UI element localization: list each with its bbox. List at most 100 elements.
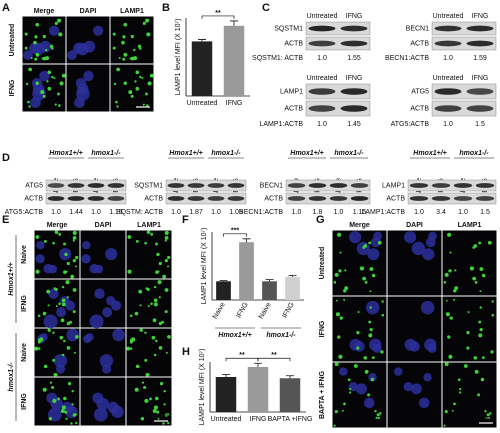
lamp1-signal [142,21,146,26]
nucleus [107,401,119,414]
lamp1-signal [145,92,148,96]
nucleus [404,231,417,244]
lamp1-signal [58,302,61,306]
lamp1-signal [158,346,163,350]
lamp1-signal [65,270,68,273]
lamp1-signal [150,232,154,236]
x-tick-label: Untreated [187,100,218,107]
blot-band [308,196,327,201]
genotype-label: Hmox1+/+ [290,150,323,157]
blot-strip [165,192,247,205]
ratio-label: BECN1:ACTB [385,55,429,62]
blot-band [227,196,245,201]
nucleus [39,70,50,82]
x-tick-label: Untreated [211,416,242,423]
nucleus [53,354,68,368]
lamp1-signal [59,335,64,340]
panel-letter: G [316,214,325,226]
panel-letter: H [182,346,190,358]
micrograph [126,328,172,377]
lamp1-signal [453,402,456,406]
ratio-value: 1.0 [51,209,61,216]
lamp1-signal [35,22,40,27]
bar [191,41,213,96]
bar [279,378,301,412]
lamp1-signal [42,387,47,392]
micrograph [126,279,172,328]
lamp1-signal [381,313,385,317]
blot-band [167,183,185,188]
lamp1-signal [449,316,453,320]
blot-band [67,183,85,188]
lamp1-signal [141,381,145,384]
lamp1-signal [473,356,478,360]
row-label: IFNG [9,79,16,96]
lamp1-signal [43,364,48,369]
lamp1-signal [157,270,160,273]
lamp1-signal [472,276,477,281]
lamp1-signal [61,285,65,289]
blot-band [308,88,336,95]
bar [285,276,300,300]
blot-strip [285,179,371,192]
lamp1-signal [140,417,145,421]
lamp1-signal [58,232,62,236]
lamp1-signal [447,232,452,237]
lamp1-signal [52,358,56,362]
lamp1-signal [66,346,71,350]
nucleus [423,373,432,382]
lamp1-signal [134,311,139,316]
x-tick-label: Naive [258,301,273,320]
lamp1-signal [165,351,168,354]
row-label: Naive [21,245,28,264]
lamp1-signal [70,274,75,279]
nucleus [372,343,382,353]
significance-label: ** [239,352,245,359]
lamp1-signal [164,288,169,292]
blot-strip [431,83,497,100]
lamp1-signal [71,389,74,393]
row-label: IFNG [21,393,28,410]
micrograph [34,230,80,279]
lamp1-signal [141,77,144,80]
nucleus [83,40,96,53]
row-label: IFNG [21,295,28,312]
lamp1-signal [349,387,352,391]
lamp1-signal [42,34,47,39]
lamp1-signal [454,286,459,291]
nucleus [66,328,79,342]
micrograph [110,16,154,64]
lamp1-signal [459,387,462,391]
ratio-value: 1.59 [473,55,487,62]
lamp1-signal [28,105,31,108]
lamp1-signal [338,269,342,273]
lamp1-signal [157,417,160,420]
genotype-label: hmox1-/- [459,150,489,157]
lamp1-signal [479,290,482,293]
lamp1-signal [478,333,483,338]
band-label: LAMP1 [280,88,303,95]
lamp1-signal [130,34,135,39]
lamp1-signal [24,46,28,50]
lamp1-signal [491,300,494,303]
lamp1-signal [52,331,55,334]
panel-letter: C [262,2,270,14]
lamp1-signal [133,56,138,61]
lamp1-signal [34,57,38,61]
lamp1-signal [59,81,64,86]
lamp1-signal [63,396,67,401]
lamp1-signal [369,267,374,271]
lamp1-signal [54,373,58,377]
micrograph [80,230,126,279]
lamp1-signal [479,306,482,309]
blot-band [340,105,368,112]
lamp1-signal [153,405,158,410]
blot-band [434,105,462,112]
group-label: hmox1-/- [266,332,296,339]
blot-band [431,196,451,201]
condition-label: IFNG [346,75,363,82]
lamp1-signal [152,318,157,323]
lamp1-signal [349,391,352,394]
x-tick-label: IFNG [235,301,249,319]
column-header: Merge [349,222,370,229]
